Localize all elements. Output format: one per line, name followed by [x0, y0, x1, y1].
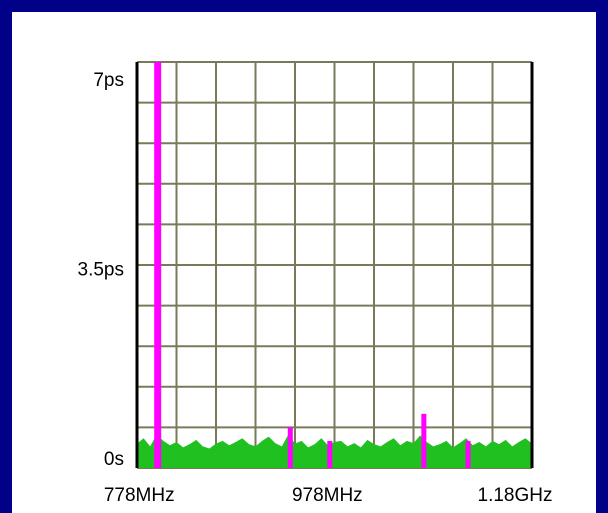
spur	[287, 427, 293, 468]
noise-floor	[137, 434, 532, 468]
panel	[12, 12, 596, 513]
spur	[421, 413, 427, 468]
y-tick-label: 0s	[104, 449, 124, 470]
x-tick-label: 1.18GHz	[478, 485, 553, 506]
spur	[154, 62, 162, 468]
y-tick-label: 7ps	[93, 70, 124, 91]
spur	[465, 440, 471, 468]
spur	[327, 440, 333, 468]
x-tick-label: 978MHz	[292, 485, 363, 506]
x-tick-label: 778MHz	[104, 485, 175, 506]
y-tick-label: 3.5ps	[78, 260, 124, 281]
